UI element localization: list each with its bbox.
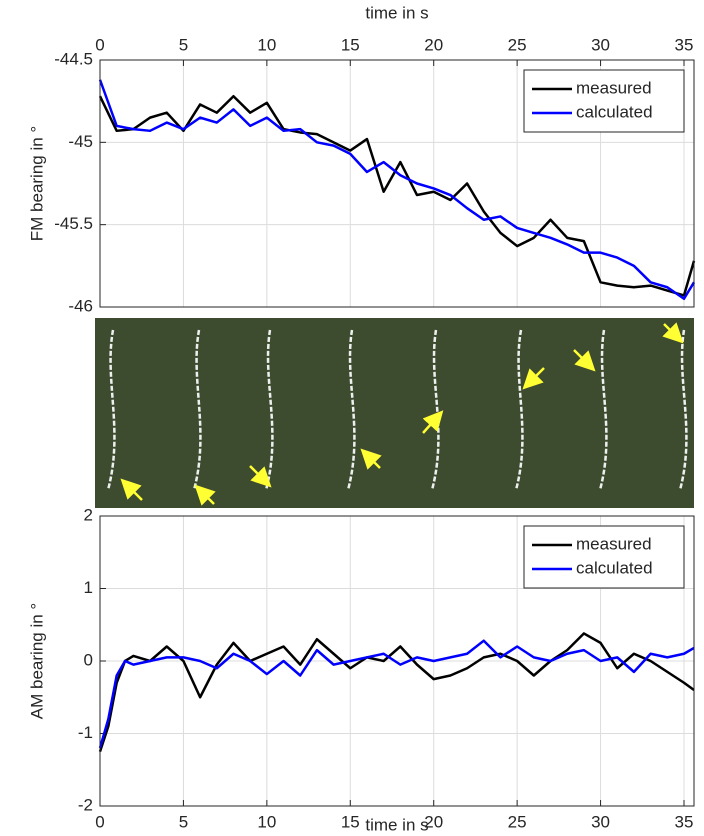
legend-box [523, 69, 685, 133]
data-line [98, 94, 696, 297]
x-tick-label: 25 [508, 812, 527, 831]
legend-label: measured [576, 534, 652, 553]
x-tick-label: 35 [675, 35, 694, 54]
data-line [98, 79, 696, 301]
data-line [98, 632, 695, 753]
x-tick-label: 10 [257, 35, 276, 54]
y-tick-label: -1 [78, 723, 93, 742]
x-tick-label: 5 [179, 35, 188, 54]
data-line [98, 639, 695, 749]
x-tick-label: 35 [675, 812, 694, 831]
y-tick-label: -46 [68, 296, 93, 315]
axes-frame [99, 59, 695, 308]
y-tick-label: 0 [84, 650, 93, 669]
legend-label: calculated [576, 102, 653, 121]
axes-frame [99, 515, 695, 807]
x-tick-label: 25 [508, 35, 527, 54]
x-tick-label: 30 [591, 812, 610, 831]
y-tick-label: -45.5 [54, 214, 93, 233]
x-tick-label: 20 [424, 812, 443, 831]
x-tick-label: 30 [591, 35, 610, 54]
x-axis-label: time in s [365, 3, 428, 22]
x-tick-label: 10 [257, 812, 276, 831]
x-tick-label: 20 [424, 35, 443, 54]
y-tick-label: 2 [84, 505, 93, 524]
y-tick-label: -2 [78, 795, 93, 814]
y-axis-label: AM bearing in ° [27, 603, 46, 719]
x-tick-label: 0 [95, 35, 104, 54]
legend-label: measured [576, 78, 652, 97]
x-tick-label: 5 [179, 812, 188, 831]
y-tick-label: 1 [84, 578, 93, 597]
y-axis-label: FM bearing in ° [27, 126, 46, 241]
x-axis-label: time in s [365, 815, 428, 834]
y-tick-label: -45 [68, 132, 93, 151]
legend-label: calculated [576, 558, 653, 577]
legend-box [523, 525, 685, 589]
x-tick-label: 0 [95, 812, 104, 831]
aerial-image-strip [95, 318, 694, 508]
x-tick-label: 15 [341, 812, 360, 831]
y-tick-label: -44.5 [54, 49, 93, 68]
x-tick-label: 15 [341, 35, 360, 54]
